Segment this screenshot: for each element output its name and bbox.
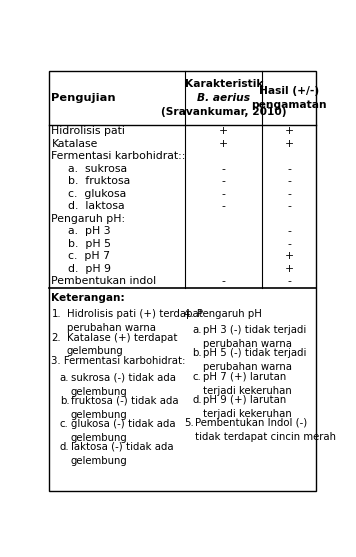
Text: gelembung: gelembung bbox=[71, 456, 127, 466]
Text: d.  pH 9: d. pH 9 bbox=[68, 264, 111, 274]
Text: -: - bbox=[222, 276, 226, 286]
Text: a.  pH 3: a. pH 3 bbox=[68, 226, 111, 236]
Text: fruktosa (-) tidak ada: fruktosa (-) tidak ada bbox=[71, 395, 178, 405]
Text: gelembung: gelembung bbox=[67, 346, 123, 356]
Text: perubahan warna: perubahan warna bbox=[203, 339, 292, 349]
Text: laktosa (-) tidak ada: laktosa (-) tidak ada bbox=[71, 442, 173, 452]
Text: pH 7 (+) larutan: pH 7 (+) larutan bbox=[203, 372, 286, 382]
Text: Pembentukan indol: Pembentukan indol bbox=[51, 276, 157, 286]
Text: pH 5 (-) tidak terjadi: pH 5 (-) tidak terjadi bbox=[203, 349, 307, 358]
Text: c.: c. bbox=[192, 372, 201, 382]
Text: c.  glukosa: c. glukosa bbox=[68, 189, 126, 199]
Text: glukosa (-) tidak ada: glukosa (-) tidak ada bbox=[71, 419, 176, 429]
Text: a.  sukrosa: a. sukrosa bbox=[68, 164, 127, 174]
Text: b.  fruktosa: b. fruktosa bbox=[68, 176, 130, 186]
Text: pH 9 (+) larutan: pH 9 (+) larutan bbox=[203, 395, 286, 405]
Text: gelembung: gelembung bbox=[71, 387, 127, 397]
Text: +: + bbox=[285, 264, 294, 274]
Text: 5.: 5. bbox=[184, 418, 194, 428]
Text: Katalase (+) terdapat: Katalase (+) terdapat bbox=[67, 333, 177, 343]
Text: Katalase: Katalase bbox=[51, 139, 98, 149]
Text: Pengujian: Pengujian bbox=[51, 93, 116, 103]
Text: -: - bbox=[287, 189, 291, 199]
Text: pengamatan: pengamatan bbox=[252, 100, 327, 110]
Text: -: - bbox=[222, 201, 226, 211]
Text: -: - bbox=[287, 226, 291, 236]
Text: c.  pH 7: c. pH 7 bbox=[68, 251, 110, 261]
Text: Hidrolisis pati: Hidrolisis pati bbox=[51, 126, 125, 136]
Text: -: - bbox=[287, 276, 291, 286]
Text: -: - bbox=[287, 164, 291, 174]
Text: gelembung: gelembung bbox=[71, 410, 127, 420]
Text: pH 3 (-) tidak terjadi: pH 3 (-) tidak terjadi bbox=[203, 325, 307, 335]
Text: B. aerius: B. aerius bbox=[197, 93, 250, 103]
Text: terjadi kekeruhan: terjadi kekeruhan bbox=[203, 385, 292, 395]
Text: perubahan warna: perubahan warna bbox=[67, 323, 156, 333]
Text: 4. Pengaruh pH: 4. Pengaruh pH bbox=[184, 309, 262, 319]
Text: Hasil (+/-): Hasil (+/-) bbox=[259, 86, 319, 96]
Text: d.  laktosa: d. laktosa bbox=[68, 201, 125, 211]
Text: -: - bbox=[222, 189, 226, 199]
Text: Pembentukan Indol (-): Pembentukan Indol (-) bbox=[195, 418, 307, 428]
Text: Keterangan:: Keterangan: bbox=[51, 293, 125, 303]
Text: tidak terdapat cincin merah: tidak terdapat cincin merah bbox=[195, 432, 336, 442]
Text: b.: b. bbox=[192, 349, 202, 358]
Text: a.: a. bbox=[192, 325, 201, 335]
Text: -: - bbox=[287, 239, 291, 249]
Text: perubahan warna: perubahan warna bbox=[203, 363, 292, 373]
Text: d.: d. bbox=[60, 442, 69, 452]
Text: gelembung: gelembung bbox=[71, 433, 127, 443]
Text: Karakteristik: Karakteristik bbox=[184, 79, 263, 89]
Text: +: + bbox=[219, 139, 229, 149]
Text: -: - bbox=[222, 176, 226, 186]
Text: +: + bbox=[285, 126, 294, 136]
Text: Pengaruh pH:: Pengaruh pH: bbox=[51, 214, 126, 224]
Text: c.: c. bbox=[60, 419, 68, 429]
Text: 1.: 1. bbox=[51, 309, 61, 319]
Text: 3. Fermentasi karbohidrat:: 3. Fermentasi karbohidrat: bbox=[51, 356, 186, 367]
Text: d.: d. bbox=[192, 395, 202, 405]
Text: a.: a. bbox=[60, 373, 69, 383]
Text: +: + bbox=[219, 126, 229, 136]
Text: -: - bbox=[287, 176, 291, 186]
Text: Hidrolisis pati (+) terdapat: Hidrolisis pati (+) terdapat bbox=[67, 309, 203, 319]
Text: b.: b. bbox=[60, 395, 69, 405]
Text: -: - bbox=[287, 201, 291, 211]
Text: +: + bbox=[285, 139, 294, 149]
Text: -: - bbox=[222, 164, 226, 174]
Text: b.  pH 5: b. pH 5 bbox=[68, 239, 111, 249]
Text: sukrosa (-) tidak ada: sukrosa (-) tidak ada bbox=[71, 373, 176, 383]
Text: terjadi kekeruhan: terjadi kekeruhan bbox=[203, 409, 292, 419]
Text: (Sravankumar, 2010): (Sravankumar, 2010) bbox=[161, 107, 287, 117]
Text: Fermentasi karbohidrat::: Fermentasi karbohidrat:: bbox=[51, 151, 186, 161]
Text: +: + bbox=[285, 251, 294, 261]
Text: 2.: 2. bbox=[51, 333, 61, 343]
